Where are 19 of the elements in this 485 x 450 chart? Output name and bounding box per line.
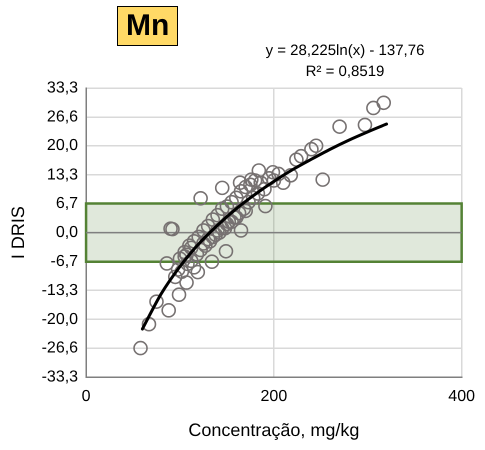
x-axis-title: Concentração, mg/kg (188, 420, 360, 440)
x-tick-label: 200 (260, 388, 288, 406)
y-tick-label: 20,0 (46, 137, 78, 154)
y-tick-label: -6,7 (50, 253, 78, 270)
x-tick-label: 400 (448, 388, 476, 406)
y-tick-label: 13,3 (46, 166, 78, 184)
y-tick-label: -26,6 (42, 340, 78, 357)
y-axis-title: I DRIS (8, 206, 28, 260)
chart-title: Mn (117, 6, 178, 46)
text: y = 28,225ln(x) - 137,76 (264, 41, 426, 61)
y-tick-label: 26,6 (46, 108, 78, 126)
x-tick-label: 0 (82, 388, 91, 406)
y-tick-label: -33,3 (42, 368, 78, 386)
y-tick-label: 0,0 (56, 224, 78, 242)
text: R² = 0,8519 (304, 62, 386, 82)
y-tick-label: 33,3 (46, 79, 78, 96)
y-tick-label: -20,0 (42, 310, 78, 328)
y-tick-label: -13,3 (42, 282, 78, 299)
y-tick-label: 6,7 (56, 194, 78, 212)
